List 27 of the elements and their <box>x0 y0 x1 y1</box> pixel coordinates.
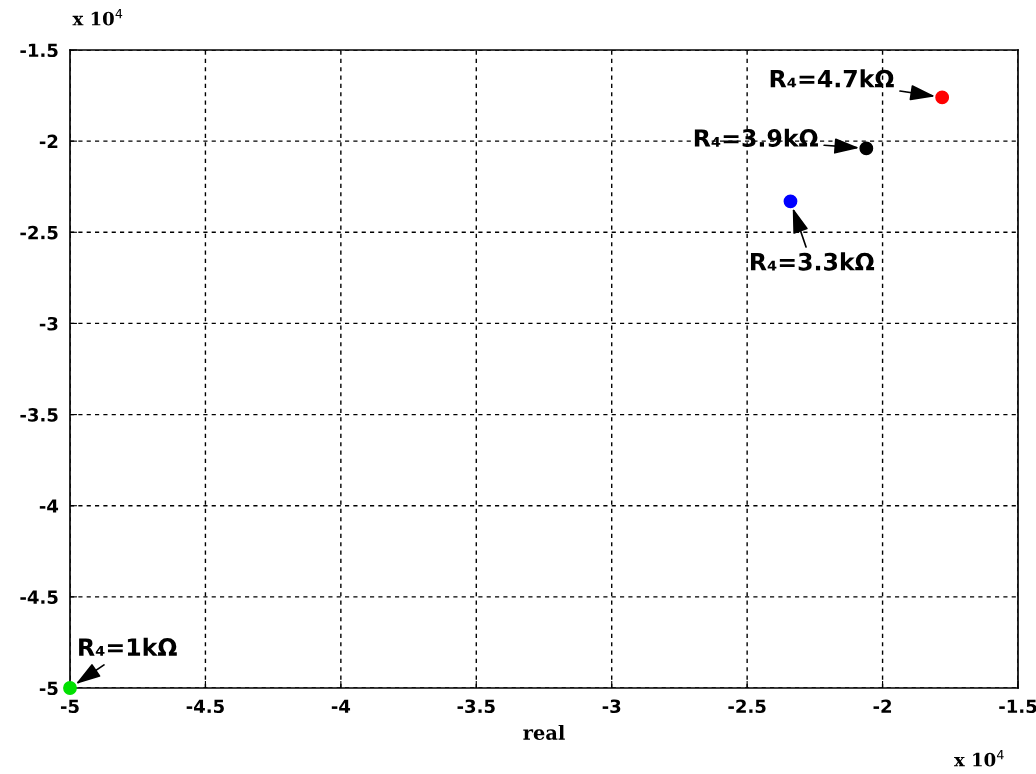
x-tick-label: -2.5 <box>728 699 766 714</box>
x-tick-label: -3 <box>602 699 621 714</box>
annotation: R₄=4.7kΩ <box>770 69 894 88</box>
x-tick-label: -3.5 <box>457 699 495 714</box>
text: x 10$^{4}$ <box>954 750 1004 767</box>
x-tick-label: -2 <box>873 699 892 713</box>
y-tick-label: -2 <box>39 134 58 148</box>
y-tick-label: -1.5 <box>20 43 58 58</box>
text: x 10$^{4}$ <box>72 9 123 26</box>
x-tick-label: -4.5 <box>186 699 224 714</box>
y-tick-label: -4 <box>39 499 59 513</box>
point <box>63 681 77 695</box>
x-tick-label: -4 <box>331 699 351 713</box>
y-tick-label: -4.5 <box>20 590 58 604</box>
x-axis-title: real <box>523 724 565 740</box>
point <box>935 90 950 105</box>
x-tick-label: -5 <box>60 699 79 714</box>
y-tick-label: -3.5 <box>20 408 58 422</box>
point <box>859 141 874 156</box>
y-tick-label: -3 <box>39 316 58 331</box>
point <box>783 194 798 209</box>
y-tick-label: -2.5 <box>20 225 58 240</box>
x-tick-label: -1.5 <box>999 699 1036 714</box>
annotation: R₄=3.3kΩ <box>750 252 875 271</box>
y-tick-label: -5 <box>39 681 58 696</box>
annotation: R₄=3.9kΩ <box>694 128 818 147</box>
annotation: R₄=1kΩ <box>79 637 177 656</box>
